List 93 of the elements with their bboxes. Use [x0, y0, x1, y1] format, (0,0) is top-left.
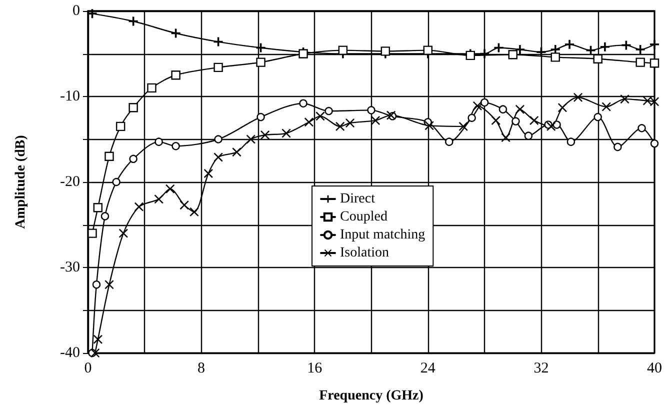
point — [650, 58, 660, 68]
point — [524, 132, 533, 140]
point — [316, 112, 325, 121]
point — [104, 280, 114, 290]
point — [642, 96, 652, 106]
point — [565, 40, 574, 49]
point — [154, 138, 163, 146]
point — [602, 102, 611, 112]
point — [134, 202, 144, 212]
point — [650, 139, 659, 148]
point — [472, 101, 482, 110]
point — [566, 138, 576, 146]
point — [424, 121, 434, 130]
point — [480, 98, 489, 107]
point — [100, 212, 110, 220]
point — [166, 184, 175, 194]
point — [636, 44, 645, 54]
point — [116, 122, 126, 132]
point — [620, 94, 630, 104]
point — [508, 50, 518, 60]
point — [88, 228, 97, 238]
x-tick-label: 32 — [534, 360, 549, 376]
point — [594, 112, 602, 122]
point — [530, 116, 539, 125]
point — [104, 152, 114, 161]
point — [650, 40, 659, 49]
x-tick-label: 8 — [198, 360, 206, 376]
point — [118, 228, 128, 238]
point — [93, 203, 103, 212]
point — [214, 135, 222, 144]
point — [204, 168, 213, 178]
legend-label: Direct — [340, 192, 376, 206]
point — [515, 104, 524, 114]
point — [458, 122, 468, 131]
x-tick-label: 0 — [84, 360, 92, 376]
point — [338, 46, 348, 55]
point — [468, 114, 476, 122]
point — [491, 116, 500, 125]
y-tick-label: 0 — [72, 3, 80, 19]
legend-label: Isolation — [340, 246, 389, 260]
point — [304, 118, 314, 127]
point — [112, 178, 120, 186]
point — [445, 138, 454, 146]
point — [232, 148, 242, 157]
point — [501, 133, 510, 142]
point — [480, 49, 490, 58]
point — [256, 112, 265, 122]
x-axis-title: Frequency (GHz) — [319, 388, 424, 404]
x-tick-label: 40 — [647, 360, 662, 376]
x-tick-label: 16 — [307, 360, 323, 376]
point — [324, 106, 333, 116]
point — [636, 58, 645, 67]
y-tick-label: -20 — [60, 174, 80, 190]
point — [423, 46, 432, 55]
point — [171, 70, 180, 80]
point — [550, 44, 560, 54]
point — [172, 142, 180, 150]
point — [129, 154, 138, 164]
point — [128, 103, 138, 112]
point — [246, 134, 256, 144]
point — [367, 106, 376, 114]
y-tick-label: -10 — [60, 88, 80, 104]
point — [552, 120, 561, 129]
point — [550, 52, 560, 62]
point — [574, 92, 583, 102]
point — [638, 124, 646, 132]
legend-label: Coupled — [340, 210, 388, 224]
point — [154, 194, 164, 204]
point — [498, 105, 508, 114]
y-tick-label: -40 — [60, 345, 80, 361]
y-tick-label: -30 — [60, 260, 80, 276]
point — [299, 99, 308, 108]
point — [558, 103, 567, 112]
point — [600, 42, 610, 52]
point — [92, 280, 101, 289]
point — [214, 62, 223, 72]
point — [336, 122, 345, 131]
point — [650, 97, 659, 106]
x-tick-label: 24 — [420, 360, 436, 376]
point — [536, 48, 546, 57]
point — [147, 83, 156, 93]
point — [256, 58, 266, 67]
point — [180, 200, 189, 210]
legend-label: Input matching — [340, 228, 426, 242]
point — [512, 117, 520, 126]
point — [546, 122, 556, 131]
point — [93, 334, 102, 344]
point — [593, 54, 602, 64]
point — [614, 142, 622, 152]
y-axis-title: Amplitude (dB) — [14, 134, 28, 229]
point — [190, 207, 199, 216]
point — [380, 46, 390, 56]
point — [515, 44, 524, 54]
